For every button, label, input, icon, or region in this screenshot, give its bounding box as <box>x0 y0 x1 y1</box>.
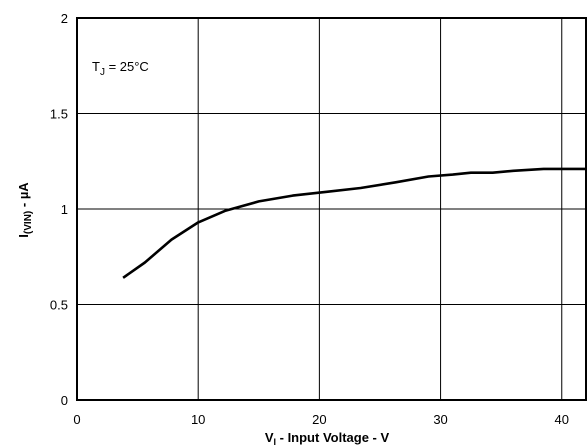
x-axis-label-main: V <box>265 430 274 445</box>
series-line <box>122 167 586 279</box>
y-tick-label: 1.5 <box>50 107 68 122</box>
y-tick-label: 0.5 <box>50 298 68 313</box>
x-tick-label: 10 <box>191 412 205 427</box>
annotation-rest: = 25°C <box>105 59 149 74</box>
annotation-sub: J <box>100 67 105 78</box>
x-tick-label: 0 <box>73 412 80 427</box>
x-axis-label-sub: I <box>274 437 277 445</box>
y-tick-label: 0 <box>61 393 68 408</box>
x-axis-label: VI - Input Voltage - V <box>265 430 390 445</box>
annotation-main: T <box>92 59 100 74</box>
x-tick-label: 40 <box>555 412 569 427</box>
x-tick-label: 30 <box>433 412 447 427</box>
annotation-temperature: TJ = 25°C <box>92 59 149 78</box>
x-tick-labels: 0 10 20 30 40 <box>73 412 569 427</box>
grid-lines <box>77 18 586 400</box>
y-axis-label-sub: (VIN) <box>23 211 34 234</box>
plot-frame <box>76 17 587 401</box>
y-tick-label: 2 <box>61 11 68 26</box>
y-tick-labels: 0 0.5 1 1.5 2 <box>50 11 68 408</box>
y-tick-label: 1 <box>61 202 68 217</box>
y-axis-label: I(VIN) - µA <box>16 182 34 238</box>
y-axis-label-rest: - µA <box>16 182 31 211</box>
x-axis-label-rest: - Input Voltage - V <box>276 430 389 445</box>
x-tick-label: 20 <box>312 412 326 427</box>
y-axis-label-main: I <box>16 234 31 238</box>
